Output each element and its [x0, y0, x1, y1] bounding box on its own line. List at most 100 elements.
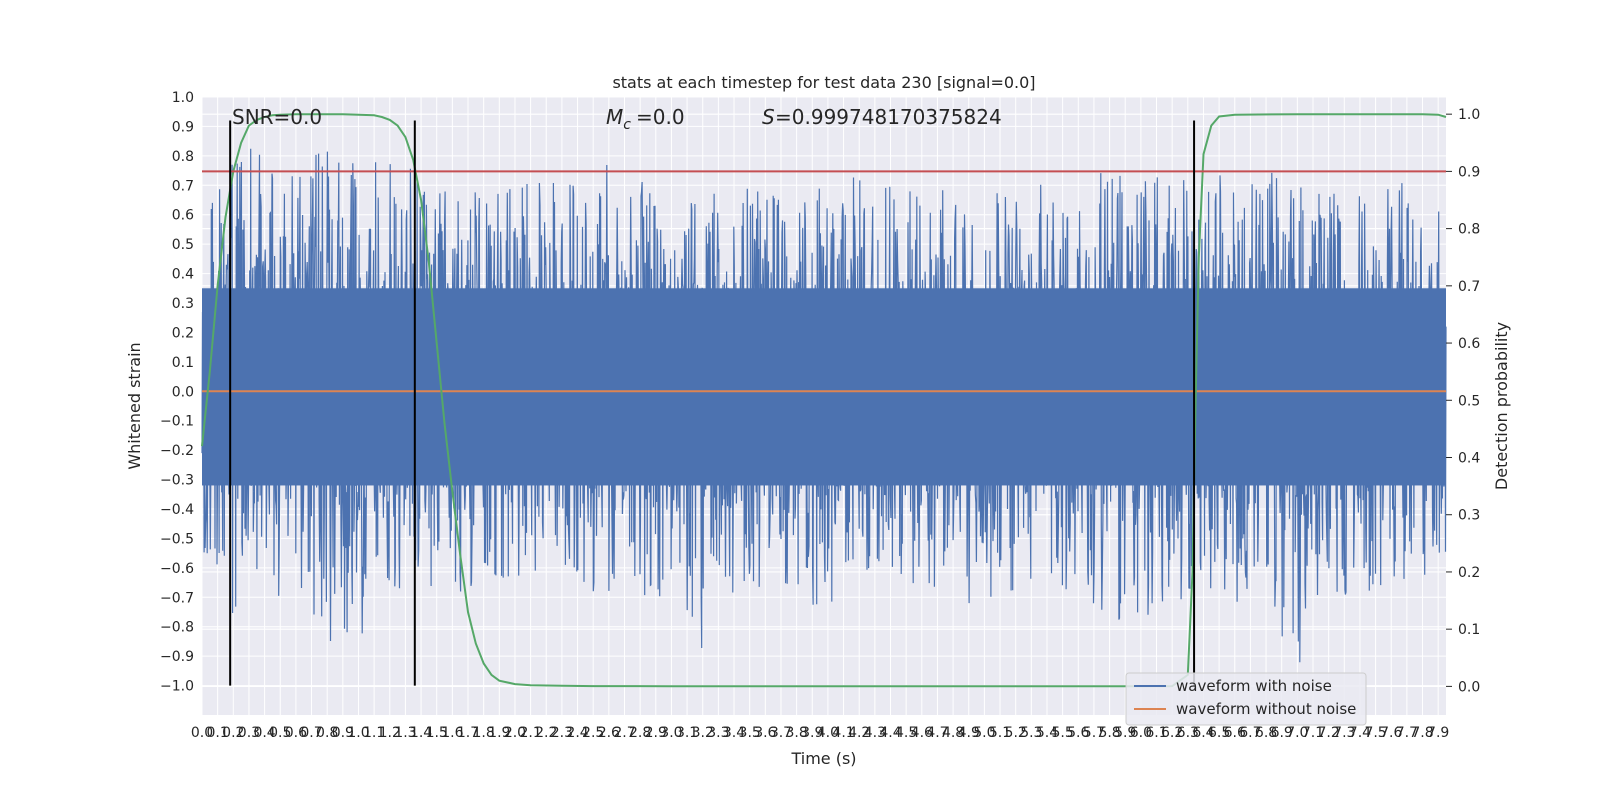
x-tick-label: 6.1 [1145, 725, 1167, 741]
x-tick-label: 5.4 [1036, 725, 1058, 741]
y-tick-label: 0.3 [172, 296, 194, 312]
x-tick-label: 4.0 [817, 725, 839, 741]
y-tick-label: −0.5 [160, 531, 194, 547]
x-tick-label: 0.8 [316, 725, 338, 741]
y2-tick-label: 0.3 [1458, 508, 1480, 524]
y-tick-label: 0.6 [172, 208, 194, 224]
x-tick-label: 7.2 [1318, 725, 1340, 741]
y2-tick-label: 0.5 [1458, 393, 1480, 409]
x-tick-label: 2.3 [551, 725, 573, 741]
x-tick-label: 1.3 [394, 725, 416, 741]
y-tick-label: 0.0 [172, 384, 194, 400]
y-tick-label: −1.0 [160, 679, 194, 695]
x-axis-label: Time (s) [790, 749, 856, 768]
x-tick-label: 6.2 [1161, 725, 1183, 741]
x-tick-label: 7.6 [1380, 725, 1402, 741]
y-tick-label: −0.2 [160, 443, 194, 459]
x-tick-label: 4.7 [926, 725, 948, 741]
y-tick-label: 0.9 [172, 119, 194, 135]
x-tick-label: 3.0 [660, 725, 682, 741]
x-tick-label: 0.0 [191, 725, 213, 741]
y-tick-label: 0.2 [172, 325, 194, 341]
snr-annotation: SNR=0.0 [232, 105, 322, 129]
y2-tick-label: 0.6 [1458, 336, 1480, 352]
x-tick-label: 6.3 [1177, 725, 1199, 741]
y2-tick-label: 0.8 [1458, 222, 1480, 238]
y-tick-label: −0.3 [160, 473, 194, 489]
x-tick-label: 7.1 [1302, 725, 1324, 741]
y-tick-label: 1.0 [172, 90, 194, 106]
x-tick-label: 1.2 [379, 725, 401, 741]
x-tick-label: 2.0 [504, 725, 526, 741]
x-tick-label: 4.2 [848, 725, 870, 741]
x-tick-label: 0.2 [222, 725, 244, 741]
waveform-with-noise-series [201, 148, 1447, 663]
x-tick-label: 3.3 [707, 725, 729, 741]
y-tick-label: −0.9 [160, 649, 194, 665]
marker-lines [229, 120, 1196, 686]
x-tick-label: 1.4 [410, 725, 432, 741]
detection-probability-line [201, 113, 1447, 688]
x-axis-ticks: 0.00.10.20.30.40.50.60.70.80.91.01.11.21… [191, 725, 1449, 741]
x-tick-label: 3.6 [754, 725, 776, 741]
x-tick-label: 2.6 [598, 725, 620, 741]
y-tick-label: 0.7 [172, 178, 194, 194]
y-tick-label: −0.6 [160, 561, 194, 577]
x-tick-label: 2.5 [582, 725, 604, 741]
x-tick-label: 5.2 [1005, 725, 1027, 741]
x-tick-label: 4.4 [879, 725, 901, 741]
x-tick-label: 5.3 [1020, 725, 1042, 741]
x-tick-label: 1.5 [426, 725, 448, 741]
x-tick-label: 5.9 [1114, 725, 1136, 741]
right-axis-ticks: 1.0 0.9 0.8 0.7 0.6 0.5 0.4 0.3 0.2 0.1 0.0 [1446, 107, 1480, 695]
x-tick-label: 4.9 [958, 725, 980, 741]
x-tick-label: 7.0 [1286, 725, 1308, 741]
x-tick-label: 6.9 [1271, 725, 1293, 741]
x-tick-label: 5.5 [1051, 725, 1073, 741]
x-tick-label: 2.4 [566, 725, 588, 741]
x-tick-label: 6.4 [1192, 725, 1214, 741]
x-tick-label: 3.1 [676, 725, 698, 741]
x-tick-label: 6.7 [1239, 725, 1261, 741]
chirp-mass-value: =0.0 [636, 105, 685, 129]
x-tick-label: 3.7 [770, 725, 792, 741]
x-tick-label: 7.7 [1396, 725, 1418, 741]
x-tick-label: 4.5 [895, 725, 917, 741]
y-tick-label: 0.5 [172, 237, 194, 253]
y-axis-label: Whitened strain [125, 342, 144, 469]
x-tick-label: 2.9 [645, 725, 667, 741]
x-tick-label: 0.5 [269, 725, 291, 741]
x-tick-label: 2.1 [519, 725, 541, 741]
x-tick-label: 6.8 [1255, 725, 1277, 741]
y-tick-label: 0.8 [172, 149, 194, 165]
x-tick-label: 1.1 [363, 725, 385, 741]
y2-tick-label: 0.4 [1458, 451, 1480, 467]
x-tick-label: 3.9 [801, 725, 823, 741]
x-tick-label: 6.6 [1224, 725, 1246, 741]
x-tick-label: 1.9 [488, 725, 510, 741]
y2-tick-label: 1.0 [1458, 107, 1480, 123]
x-tick-label: 2.7 [613, 725, 635, 741]
svg-text:S: S [762, 105, 775, 129]
x-tick-label: 0.1 [207, 725, 229, 741]
x-tick-label: 1.7 [457, 725, 479, 741]
chirp-mass-annotation: Mc =0.0 [606, 105, 685, 133]
x-tick-label: 7.8 [1411, 725, 1433, 741]
y2-tick-label: 0.2 [1458, 565, 1480, 581]
x-tick-label: 3.2 [692, 725, 714, 741]
x-tick-label: 4.3 [864, 725, 886, 741]
x-tick-label: 5.6 [1067, 725, 1089, 741]
y-tick-label: −0.4 [160, 502, 194, 518]
x-tick-label: 7.5 [1364, 725, 1386, 741]
x-tick-label: 7.4 [1349, 725, 1371, 741]
x-tick-label: 4.6 [911, 725, 933, 741]
x-tick-label: 0.4 [253, 725, 275, 741]
x-tick-label: 7.9 [1427, 725, 1449, 741]
x-tick-label: 4.1 [832, 725, 854, 741]
legend-label-noisy: waveform with noise [1176, 677, 1332, 695]
x-tick-label: 0.6 [285, 725, 307, 741]
x-tick-label: 3.5 [739, 725, 761, 741]
y2-tick-label: 0.1 [1458, 622, 1480, 638]
legend: waveform with noise waveform without noi… [1125, 672, 1367, 726]
y-tick-label: 0.4 [172, 267, 194, 283]
